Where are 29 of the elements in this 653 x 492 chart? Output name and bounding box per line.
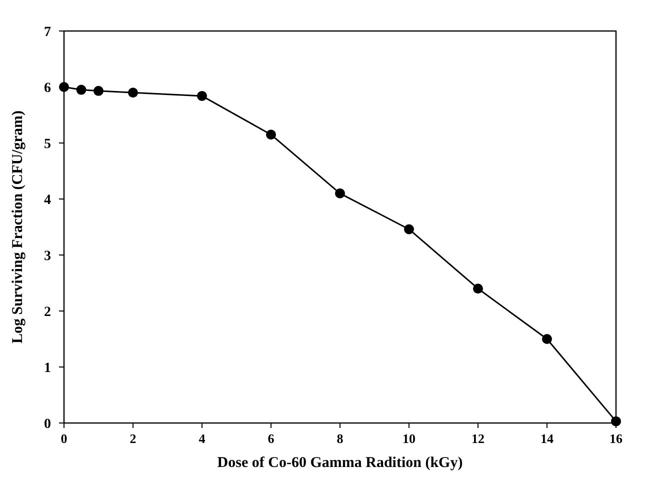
y-tick-label: 3	[44, 249, 51, 264]
y-tick-label: 6	[44, 81, 51, 96]
point	[542, 334, 552, 344]
x-tick-label: 12	[472, 431, 484, 446]
y-axis-title: Log Surviving Fraction (CFU/gram)	[10, 110, 26, 344]
x-tick-label: 14	[540, 431, 554, 446]
x-tick-label: 16	[610, 431, 623, 446]
point	[197, 90, 207, 101]
y-tick-label: 4	[44, 193, 51, 208]
y-tick-label: 7	[44, 25, 51, 40]
y-tick-label: 0	[44, 417, 51, 432]
y-tick-label: 5	[44, 137, 51, 152]
point	[128, 88, 138, 98]
x-tick-label: 10	[402, 431, 416, 446]
x-tick-label: 8	[336, 431, 344, 446]
y-tick-label: 2	[44, 305, 51, 320]
point	[76, 84, 86, 95]
point	[94, 86, 104, 96]
point	[335, 188, 345, 198]
x-tick-label: 4	[198, 431, 206, 446]
point	[404, 224, 414, 234]
x-tick-label: 0	[60, 431, 68, 446]
y-tick-label: 1	[44, 361, 51, 376]
point	[266, 130, 276, 140]
point	[473, 284, 483, 294]
x-axis-title: Dose of Co-60 Gamma Radition (kGy)	[217, 455, 463, 471]
x-tick-label: 2	[130, 431, 136, 446]
x-tick-label: 6	[268, 431, 275, 446]
point	[611, 416, 621, 426]
